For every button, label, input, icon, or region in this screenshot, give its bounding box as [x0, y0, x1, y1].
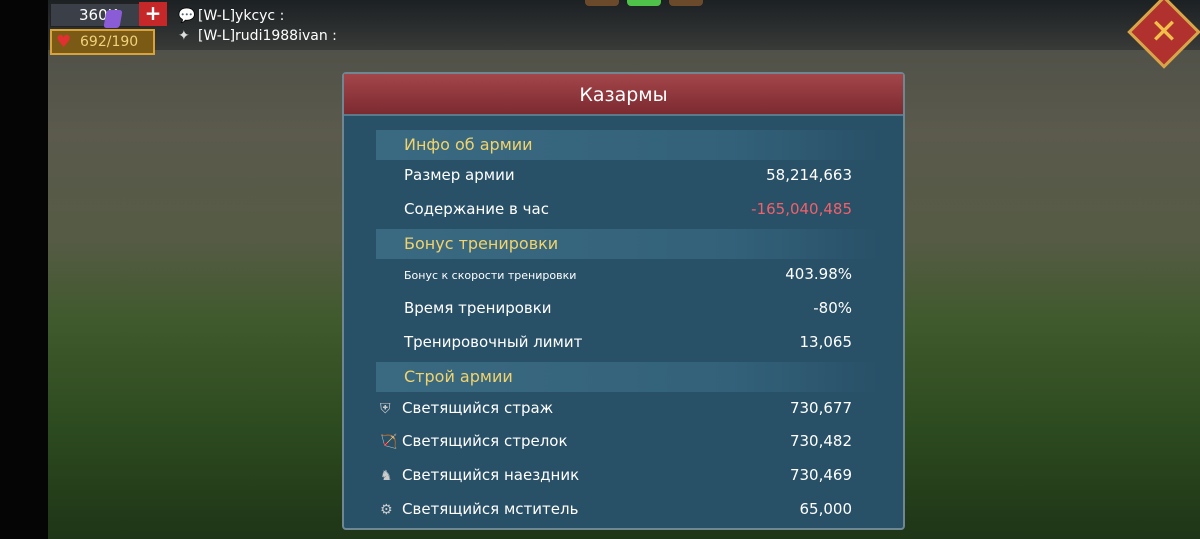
top-bar [48, 0, 1200, 50]
chat-line[interactable]: 💬 [W-L]ykcyc : [178, 8, 284, 24]
troop-row: 🏹 Светящийся стрелок 730,482 [380, 427, 852, 455]
heart-icon: ♥ [56, 32, 72, 52]
barracks-panel: Казармы Инфо об армии Размер армии 58,214… [342, 72, 905, 530]
stat-value: 13,065 [799, 333, 853, 351]
section-header: Бонус тренировки [376, 229, 884, 259]
troop-count: 730,469 [789, 466, 852, 484]
stat-label: Размер армии [404, 166, 515, 184]
troop-count: 65,000 [799, 500, 853, 518]
stat-row: Содержание в час -165,040,485 [404, 195, 852, 223]
shield-icon: ⛨ [380, 401, 391, 417]
speech-bubble-icon: 💬 [178, 8, 196, 24]
stat-row: Тренировочный лимит 13,065 [404, 328, 852, 356]
screen-edge [0, 0, 48, 539]
stat-label: Тренировочный лимит [404, 333, 583, 351]
stat-value: 58,214,663 [766, 166, 852, 184]
stat-value: -80% [813, 299, 852, 317]
add-gems-button[interactable]: + [139, 2, 167, 26]
horse-icon: ♞ [380, 468, 393, 484]
troop-count: 730,482 [789, 432, 852, 450]
panel-title: Казармы [344, 74, 903, 116]
chat-name: [W-L]ykcyc : [198, 8, 285, 24]
gems-counter[interactable]: 360K [50, 3, 140, 28]
guild-badge-icon: ✦ [178, 28, 190, 44]
troop-label: Светящийся страж [402, 399, 554, 417]
close-icon[interactable]: ✕ [1149, 12, 1179, 52]
stat-value: 403.98% [785, 265, 852, 283]
bow-icon: 🏹 [380, 434, 398, 450]
stat-row: Размер армии 58,214,663 [404, 161, 852, 189]
stat-row: Бонус к скорости тренировки 403.98% [404, 260, 852, 288]
troop-label: Светящийся мститель [402, 500, 579, 518]
stat-label: Время тренировки [404, 299, 552, 317]
stat-value: -165,040,485 [751, 200, 852, 218]
troop-row: ⚙ Светящийся мститель 65,000 [380, 495, 853, 523]
stat-label: Бонус к скорости тренировки [404, 269, 577, 282]
troop-label: Светящийся наездник [402, 466, 580, 484]
stamina-value: 692/190 [80, 34, 139, 50]
troop-row: ⛨ Светящийся страж 730,677 [380, 394, 852, 422]
troop-row: ♞ Светящийся наездник 730,469 [380, 461, 852, 489]
page-indicator [585, 0, 705, 7]
gem-icon [103, 10, 123, 28]
chat-name: [W-L]rudi1988ivan : [198, 28, 337, 44]
section-header: Строй армии [376, 362, 884, 392]
chat-line[interactable]: ✦ [W-L]rudi1988ivan : [178, 28, 337, 44]
troop-label: Светящийся стрелок [402, 432, 568, 450]
troop-count: 730,677 [789, 399, 852, 417]
stamina-counter[interactable]: ♥ 692/190 [50, 29, 155, 55]
stat-label: Содержание в час [404, 200, 549, 218]
siege-icon: ⚙ [380, 502, 393, 518]
stat-row: Время тренировки -80% [404, 294, 852, 322]
section-header: Инфо об армии [376, 130, 884, 160]
